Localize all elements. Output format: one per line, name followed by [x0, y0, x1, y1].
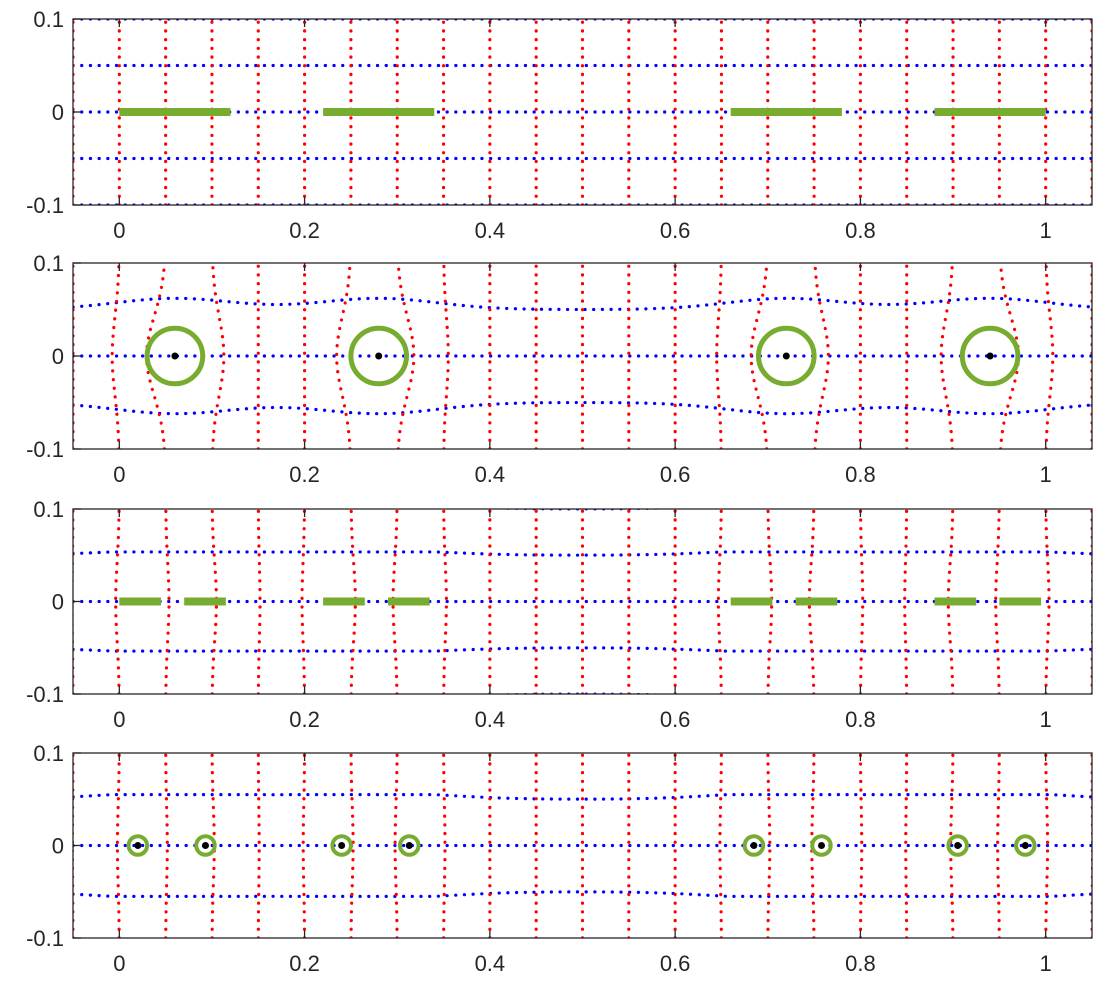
- y-tick-label: 0: [52, 344, 64, 369]
- x-tick-label: 1: [1040, 707, 1052, 732]
- x-tick-label: 1: [1040, 218, 1052, 243]
- x-tick-label: 0: [113, 951, 125, 976]
- x-tick-label: 0.8: [845, 462, 876, 487]
- obstacle-circle: [144, 325, 206, 387]
- obstacle-circle: [742, 834, 766, 857]
- y-tick-label: 0: [52, 100, 64, 125]
- circle-center-dot: [954, 842, 962, 849]
- x-tick-label: 0.6: [660, 707, 691, 732]
- vertical-grid-line: [211, 263, 226, 449]
- y-tick-label: 0.1: [33, 251, 64, 276]
- vertical-grid-line: [716, 509, 723, 694]
- circle-center-dot: [375, 352, 383, 360]
- vertical-grid-line: [718, 753, 723, 938]
- circle-center-dot: [750, 842, 758, 849]
- vertical-grid-line: [256, 509, 262, 694]
- horizontal-grid-line: [73, 296, 1092, 312]
- x-tick-label: 1: [1040, 462, 1052, 487]
- circle-center-dot: [405, 842, 413, 849]
- x-tick-label: 0.4: [475, 707, 506, 732]
- vertical-grid-line: [442, 753, 447, 938]
- y-tick-label: 0.1: [33, 497, 64, 522]
- vertical-grid-line: [1044, 263, 1055, 449]
- vertical-grid-line: [749, 263, 769, 449]
- chart-panel-circles: 0 0.2 0.4 0.6 0.8 1 0.1 0 -0.1: [26, 251, 1093, 487]
- chart-panel-split-slits: 0 0.2 0.4 0.6 0.8 1 0.1 0 -0.1: [26, 497, 1093, 732]
- obstacle-circle: [946, 834, 969, 857]
- circle-center-dot: [818, 842, 826, 849]
- x-tick-label: 0: [113, 707, 125, 732]
- vertical-grid-line: [904, 753, 909, 938]
- x-tick-label: 0: [113, 462, 125, 487]
- vertical-grid-line: [939, 263, 954, 449]
- x-tick-label: 1: [1040, 951, 1052, 976]
- x-tick-label: 0.8: [845, 951, 876, 976]
- y-tick-label: 0: [52, 834, 64, 859]
- x-tick-label: 0.8: [845, 707, 876, 732]
- vertical-grid-line: [903, 509, 909, 694]
- obstacle-circle: [398, 834, 421, 857]
- vertical-grid-line: [300, 509, 307, 694]
- circle-center-dot: [171, 352, 179, 360]
- y-tick-label: -0.1: [26, 193, 64, 218]
- y-tick-label: -0.1: [26, 926, 64, 951]
- y-tick-label: 0.1: [33, 7, 64, 32]
- circle-center-dot: [338, 842, 346, 849]
- circle-center-dot: [1021, 842, 1029, 849]
- obstacle-circle: [756, 325, 817, 387]
- obstacle-circle: [810, 834, 833, 857]
- x-tick-label: 0.8: [845, 218, 876, 243]
- obstacle-circle: [194, 834, 217, 857]
- obstacle-circle: [348, 325, 409, 387]
- vertical-grid-line: [164, 753, 169, 938]
- plot-area: [73, 263, 1092, 449]
- x-tick-label: 0.2: [289, 707, 320, 732]
- obstacle-circle: [330, 834, 353, 857]
- x-tick-label: 0.4: [475, 218, 506, 243]
- plot-area: [73, 509, 1092, 694]
- x-tick-label: 0.6: [660, 462, 691, 487]
- chart-panel-slits: 0 0.2 0.4 0.6 0.8 1 0.1 0 -0.1: [26, 7, 1093, 243]
- vertical-grid-line: [335, 263, 352, 449]
- vertical-grid-line: [256, 753, 261, 938]
- vertical-grid-line: [442, 263, 450, 449]
- x-tick-label: 0.2: [289, 218, 320, 243]
- vertical-grid-line: [858, 509, 865, 694]
- y-tick-label: -0.1: [26, 437, 64, 462]
- circle-center-dot: [782, 352, 790, 360]
- plot-area: [73, 753, 1092, 938]
- obstacle-circle: [1014, 834, 1037, 857]
- vertical-grid-line: [996, 753, 1001, 938]
- x-tick-label: 0.6: [660, 218, 691, 243]
- x-tick-label: 0.2: [289, 951, 320, 976]
- plot-area: [73, 19, 1092, 205]
- circle-center-dot: [201, 842, 209, 849]
- obstacle-circle: [959, 325, 1021, 387]
- vertical-grid-line: [110, 263, 121, 449]
- vertical-grid-line: [715, 263, 723, 449]
- vertical-grid-line: [396, 263, 416, 449]
- y-tick-label: 0.1: [33, 741, 64, 766]
- x-tick-label: 0.4: [475, 951, 506, 976]
- x-tick-label: 0.6: [660, 951, 691, 976]
- obstacle-circle: [126, 834, 150, 857]
- vertical-grid-line: [301, 753, 307, 938]
- horizontal-grid-line: [73, 400, 1092, 416]
- circle-center-dot: [986, 352, 994, 360]
- x-tick-label: 0.4: [475, 462, 506, 487]
- y-tick-label: -0.1: [26, 682, 64, 707]
- chart-panel-small-circles: 0 0.2 0.4 0.6 0.8 1 0.1 0 -0.1: [26, 741, 1093, 976]
- circle-center-dot: [134, 842, 142, 849]
- x-tick-label: 0.2: [289, 462, 320, 487]
- x-tick-label: 0: [113, 218, 125, 243]
- vertical-grid-line: [813, 263, 830, 449]
- y-tick-label: 0: [52, 590, 64, 615]
- vertical-grid-line: [858, 753, 864, 938]
